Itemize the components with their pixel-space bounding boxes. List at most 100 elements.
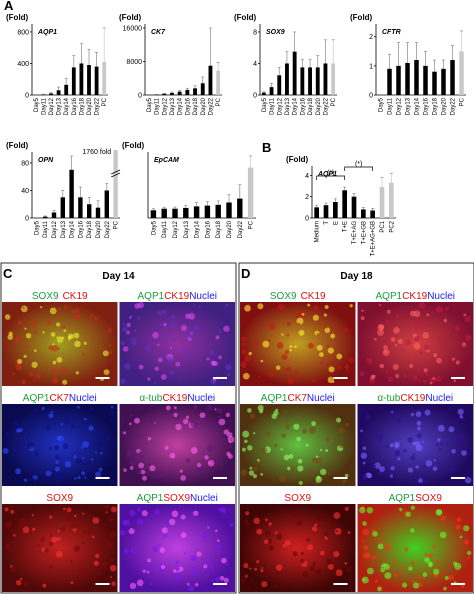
x-tick-label: PC [249, 220, 255, 229]
cell [170, 315, 176, 320]
cell [91, 335, 95, 339]
cell [169, 370, 174, 375]
cell [291, 512, 296, 517]
cell [227, 453, 233, 460]
label-part: CK19 [63, 291, 88, 302]
cell [108, 350, 113, 355]
cell [94, 451, 98, 454]
cell [12, 420, 19, 427]
label-part: CK19 [301, 291, 326, 302]
bar [379, 187, 385, 218]
cell [52, 360, 57, 365]
cell [285, 419, 289, 423]
cell [281, 333, 284, 336]
x-tick-label: PC [102, 97, 108, 106]
x-tick-label: PC [331, 97, 337, 106]
x-tick-label: Day16 [185, 97, 191, 115]
cell [283, 367, 286, 370]
y-axis-label: (Fold) [234, 13, 257, 22]
chart-title: AQP1 [37, 29, 57, 36]
image-label: AQP1SOX9 [389, 493, 443, 504]
cell [260, 569, 264, 573]
cell [154, 509, 160, 515]
cell [7, 334, 13, 340]
cell [133, 417, 140, 424]
x-tick-label: Day14 [195, 220, 201, 238]
cell [128, 528, 135, 535]
cell [244, 354, 252, 362]
cell [120, 340, 125, 346]
cell [160, 374, 167, 380]
cell [91, 535, 95, 539]
cell [240, 576, 247, 583]
error-bar [316, 55, 320, 68]
x-tick-label: T+E [343, 221, 349, 232]
panel-frame [0, 262, 237, 594]
x-tick-label: Day20 [87, 97, 93, 115]
cell [157, 471, 164, 477]
error-bar [388, 53, 391, 69]
cell [68, 333, 74, 340]
cell [215, 335, 220, 340]
cell [136, 507, 142, 512]
error-bar [262, 91, 266, 93]
cell [296, 520, 303, 527]
bar [441, 68, 446, 95]
cell [424, 557, 430, 563]
cell [401, 567, 405, 570]
cell [418, 478, 423, 483]
cell [56, 322, 61, 327]
bar [102, 61, 107, 95]
label-part: SOX9 [32, 291, 59, 302]
cell [294, 345, 297, 349]
cell [401, 582, 408, 588]
cell [418, 301, 426, 309]
cell [250, 579, 254, 583]
cell [149, 340, 152, 344]
cell [157, 357, 163, 363]
cell [371, 528, 375, 532]
cell [66, 507, 72, 513]
cell [225, 562, 229, 566]
cell [285, 366, 292, 373]
cell [276, 533, 283, 540]
label-part: SOX9 [270, 291, 297, 302]
cell [242, 365, 246, 368]
cell [289, 466, 294, 471]
cell [193, 510, 199, 516]
x-tick-label: Day22 [105, 220, 111, 238]
cell [174, 574, 181, 581]
cell [390, 411, 397, 418]
y-tick-label: 0 [305, 216, 309, 223]
image-label: SOX9 [46, 493, 73, 504]
x-tick-label: Day18 [308, 97, 314, 115]
cell [25, 344, 29, 348]
cell [305, 443, 309, 447]
cell [156, 544, 160, 547]
cell [467, 556, 470, 560]
cell [21, 379, 26, 384]
cell [143, 563, 147, 567]
cell [141, 558, 145, 563]
cell [415, 465, 419, 469]
cell [260, 472, 264, 476]
cell [463, 539, 469, 545]
x-tick-label: T+E+GB [361, 221, 367, 244]
error-bar [249, 155, 253, 168]
cell [165, 405, 171, 411]
cell [137, 518, 144, 525]
cell [415, 411, 422, 417]
error-bar [87, 196, 91, 205]
cell [252, 474, 257, 479]
x-tick-label: Day5 [34, 97, 40, 112]
cell [53, 445, 60, 451]
cell [55, 460, 59, 464]
cell [262, 340, 270, 348]
bar [333, 202, 338, 218]
cell [242, 372, 250, 380]
cell [424, 553, 428, 557]
label-part: AQP1 [376, 291, 403, 302]
cell [63, 305, 68, 309]
cell [280, 448, 283, 451]
cell [45, 470, 52, 477]
